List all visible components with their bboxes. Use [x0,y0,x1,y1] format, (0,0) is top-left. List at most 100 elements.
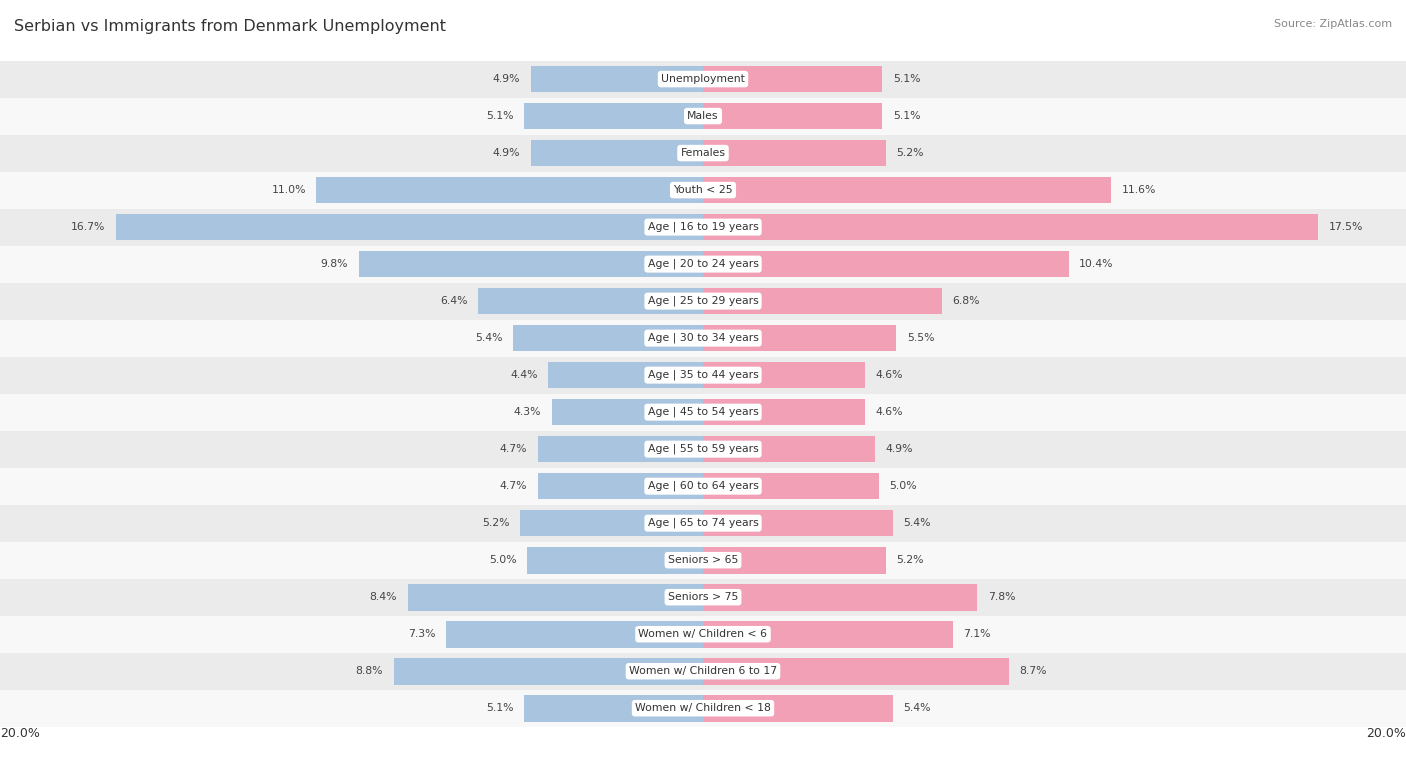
Text: Unemployment: Unemployment [661,74,745,84]
Bar [478,288,703,314]
Text: Youth < 25: Youth < 25 [673,185,733,195]
Text: Women w/ Children < 18: Women w/ Children < 18 [636,703,770,713]
Bar [0,394,1406,431]
Bar [0,135,1406,172]
Bar [0,690,1406,727]
Text: 17.5%: 17.5% [1329,222,1362,232]
Text: Age | 16 to 19 years: Age | 16 to 19 years [648,222,758,232]
Bar [0,357,1406,394]
Bar [316,177,703,204]
Text: Age | 60 to 64 years: Age | 60 to 64 years [648,481,758,491]
Text: 5.0%: 5.0% [889,481,917,491]
Text: 5.1%: 5.1% [893,74,921,84]
Bar [408,584,703,610]
Bar [703,140,886,167]
Bar [0,245,1406,282]
Bar [531,140,703,167]
Bar [537,436,703,463]
Bar [115,213,703,241]
Text: 5.0%: 5.0% [489,555,517,565]
Text: 5.2%: 5.2% [897,148,924,158]
Text: 4.6%: 4.6% [875,407,903,417]
Bar [703,251,1069,277]
Bar [703,547,886,574]
Text: 20.0%: 20.0% [0,727,39,740]
Bar [703,473,879,500]
Text: 5.5%: 5.5% [907,333,935,343]
Bar [537,473,703,500]
Text: 7.1%: 7.1% [963,629,991,639]
Bar [703,177,1111,204]
Bar [394,658,703,684]
Text: 11.0%: 11.0% [271,185,307,195]
Bar [447,621,703,647]
Text: 4.7%: 4.7% [499,481,527,491]
Bar [0,172,1406,209]
Bar [531,66,703,92]
Bar [703,658,1010,684]
Bar [703,362,865,388]
Bar [703,695,893,721]
Text: 5.4%: 5.4% [904,703,931,713]
Bar [520,510,703,537]
Bar [0,98,1406,135]
Bar [524,103,703,129]
Bar [0,542,1406,578]
Text: 16.7%: 16.7% [72,222,105,232]
Bar [703,621,953,647]
Text: 5.4%: 5.4% [904,519,931,528]
Text: 4.9%: 4.9% [886,444,914,454]
Text: 4.6%: 4.6% [875,370,903,380]
Bar [0,615,1406,653]
Text: Age | 45 to 54 years: Age | 45 to 54 years [648,407,758,417]
Bar [0,319,1406,357]
Text: 9.8%: 9.8% [321,259,347,269]
Bar [703,436,875,463]
Text: Women w/ Children 6 to 17: Women w/ Children 6 to 17 [628,666,778,676]
Text: 5.1%: 5.1% [893,111,921,121]
Bar [703,66,883,92]
Bar [0,578,1406,615]
Text: 6.8%: 6.8% [953,296,980,306]
Bar [527,547,703,574]
Text: Women w/ Children < 6: Women w/ Children < 6 [638,629,768,639]
Text: Age | 55 to 59 years: Age | 55 to 59 years [648,444,758,454]
Bar [703,399,865,425]
Text: Age | 65 to 74 years: Age | 65 to 74 years [648,518,758,528]
Text: 4.9%: 4.9% [492,148,520,158]
Bar [0,282,1406,319]
Bar [551,399,703,425]
Text: Seniors > 75: Seniors > 75 [668,592,738,602]
Text: 8.4%: 8.4% [370,592,398,602]
Text: 5.4%: 5.4% [475,333,503,343]
Text: Age | 25 to 29 years: Age | 25 to 29 years [648,296,758,307]
Text: 6.4%: 6.4% [440,296,467,306]
Bar [0,505,1406,542]
Text: Age | 35 to 44 years: Age | 35 to 44 years [648,370,758,380]
Text: 5.1%: 5.1% [485,111,513,121]
Bar [0,653,1406,690]
Bar [359,251,703,277]
Text: 8.8%: 8.8% [356,666,382,676]
Bar [548,362,703,388]
Text: 4.4%: 4.4% [510,370,537,380]
Text: Males: Males [688,111,718,121]
Bar [703,584,977,610]
Text: 10.4%: 10.4% [1080,259,1114,269]
Text: 5.1%: 5.1% [485,703,513,713]
Bar [703,103,883,129]
Text: Females: Females [681,148,725,158]
Bar [703,213,1319,241]
Bar [0,61,1406,98]
Text: 7.8%: 7.8% [987,592,1015,602]
Text: Seniors > 65: Seniors > 65 [668,555,738,565]
Bar [703,325,897,351]
Text: 5.2%: 5.2% [897,555,924,565]
Text: 4.3%: 4.3% [513,407,541,417]
Bar [0,209,1406,245]
Bar [513,325,703,351]
Bar [703,510,893,537]
Text: 5.2%: 5.2% [482,519,510,528]
Text: 8.7%: 8.7% [1019,666,1047,676]
Text: 4.7%: 4.7% [499,444,527,454]
